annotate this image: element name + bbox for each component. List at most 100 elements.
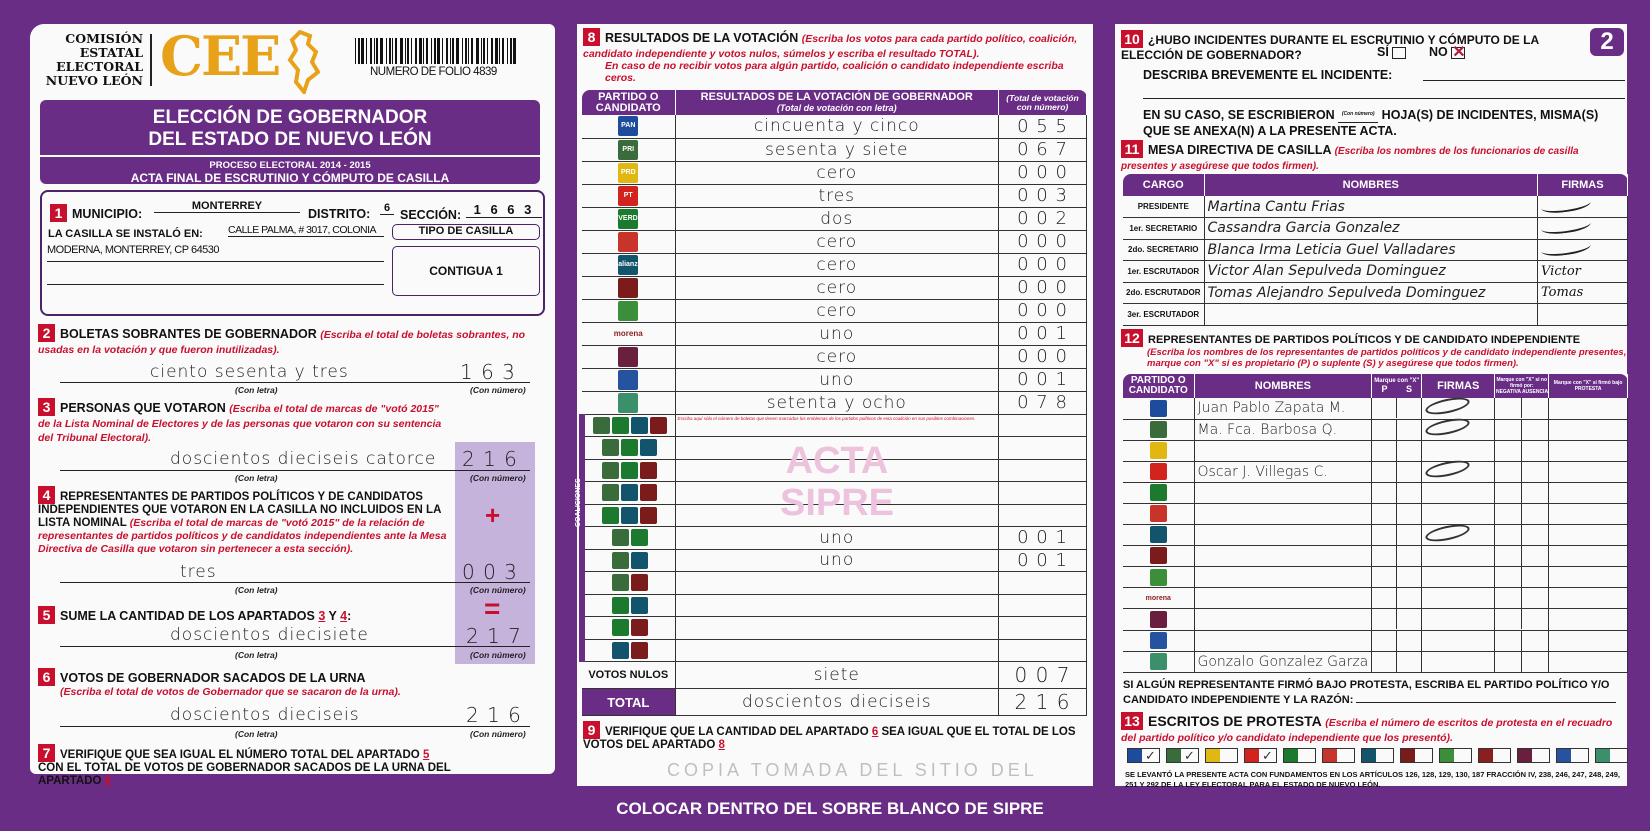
number-cell[interactable]: 0 0 1: [998, 526, 1087, 550]
no-firmo-cells[interactable]: [1494, 630, 1550, 652]
number-cell[interactable]: 0 0 1: [998, 549, 1087, 572]
protest-check-mark[interactable]: ✓: [1145, 748, 1156, 763]
number-cell[interactable]: [998, 594, 1087, 617]
p-s-cells[interactable]: [1371, 587, 1423, 610]
protest-count-field[interactable]: [1493, 749, 1510, 762]
letter-cell[interactable]: uno: [675, 549, 999, 572]
number-cell[interactable]: [998, 571, 1087, 595]
signature-cell[interactable]: [1421, 630, 1496, 652]
si-option[interactable]: SÍ: [1377, 45, 1407, 59]
protest-box[interactable]: [1556, 748, 1589, 763]
describe-line-2[interactable]: [1143, 98, 1625, 99]
signature-cell[interactable]: [1421, 566, 1496, 589]
representative-name[interactable]: Oscar J. Villegas C.: [1194, 461, 1373, 483]
p-s-cells[interactable]: [1371, 398, 1423, 420]
p-s-cells[interactable]: [1371, 545, 1423, 568]
number-cell[interactable]: [998, 436, 1087, 460]
protest-check-mark[interactable]: ✓: [1184, 748, 1195, 763]
letter-cell[interactable]: [675, 504, 999, 527]
representative-name[interactable]: [1194, 440, 1373, 462]
letter-cell[interactable]: sesenta y siete: [675, 138, 999, 162]
signature-cell[interactable]: [1537, 237, 1628, 261]
representative-name[interactable]: [1194, 524, 1373, 547]
number-cell[interactable]: 0 0 0: [998, 253, 1087, 277]
official-name[interactable]: Victor Alan Sepulveda Dominguez: [1204, 260, 1539, 283]
letter-cell[interactable]: [675, 639, 999, 662]
protest-count-field[interactable]: [1337, 749, 1354, 762]
number-cell[interactable]: [998, 639, 1087, 662]
no-firmo-cells[interactable]: [1494, 566, 1550, 589]
letter-cell[interactable]: cero: [675, 299, 999, 323]
protest-count-field[interactable]: [1454, 749, 1471, 762]
representative-name[interactable]: [1194, 566, 1373, 589]
p-s-cells[interactable]: [1371, 440, 1423, 462]
protest-box[interactable]: [1595, 748, 1628, 763]
representative-name[interactable]: Gonzalo Gonzalez Garza: [1194, 651, 1373, 673]
protest-box[interactable]: [1361, 748, 1394, 763]
protest-box[interactable]: [1478, 748, 1511, 763]
protesta-cell[interactable]: [1548, 503, 1628, 526]
protesta-cell[interactable]: [1548, 651, 1628, 673]
signature-cell[interactable]: [1421, 394, 1496, 420]
representative-name[interactable]: [1194, 545, 1373, 568]
p-s-cells[interactable]: [1371, 566, 1423, 589]
letter-cell[interactable]: uno: [675, 526, 999, 550]
letter-cell[interactable]: [675, 436, 999, 460]
protest-box[interactable]: ✓: [1127, 748, 1160, 763]
protest-reason-line[interactable]: [1356, 702, 1617, 703]
letter-cell[interactable]: cincuenta y cinco: [675, 115, 999, 139]
signature-cell[interactable]: [1421, 503, 1496, 526]
official-name[interactable]: Blanca Irma Leticia Guel Valladares: [1204, 239, 1539, 261]
official-name[interactable]: Cassandra Garcia Gonzalez: [1204, 217, 1539, 240]
total-number[interactable]: 2 1 6: [998, 688, 1087, 716]
protesta-cell[interactable]: [1548, 461, 1628, 483]
representative-name[interactable]: Juan Pablo Zapata M.: [1194, 398, 1373, 420]
letter-cell[interactable]: tres: [675, 184, 999, 208]
p-s-cells[interactable]: [1371, 461, 1423, 483]
protesta-cell[interactable]: [1548, 630, 1628, 652]
protest-count-field[interactable]: [1220, 749, 1237, 762]
no-firmo-cells[interactable]: [1494, 608, 1550, 631]
letter-cell[interactable]: [675, 481, 999, 505]
number-cell[interactable]: 0 0 0: [998, 345, 1087, 369]
number-cell[interactable]: 0 6 7: [998, 138, 1087, 162]
letter-cell[interactable]: cero: [675, 230, 999, 254]
signature-cell[interactable]: Tomas: [1537, 282, 1628, 304]
official-name[interactable]: Martina Cantu Frias: [1204, 196, 1539, 218]
number-cell[interactable]: 0 0 1: [998, 368, 1087, 392]
protesta-cell[interactable]: [1548, 587, 1628, 610]
protest-box[interactable]: [1439, 748, 1472, 763]
signature-cell[interactable]: [1421, 440, 1496, 462]
describe-line[interactable]: [1423, 80, 1625, 81]
incident-count-field[interactable]: (Con número): [1338, 106, 1379, 123]
signature-cell[interactable]: Victor: [1537, 260, 1628, 283]
signature-cell[interactable]: [1421, 415, 1496, 441]
no-firmo-cells[interactable]: [1494, 651, 1550, 673]
letter-cell[interactable]: uno: [675, 368, 999, 392]
protest-box[interactable]: [1400, 748, 1433, 763]
letter-cell[interactable]: cero: [675, 161, 999, 185]
no-firmo-cells[interactable]: [1494, 524, 1550, 547]
nulos-letter[interactable]: siete: [675, 661, 999, 689]
protesta-cell[interactable]: [1548, 608, 1628, 631]
protest-box[interactable]: [1322, 748, 1355, 763]
number-cell[interactable]: 0 0 0: [998, 230, 1087, 254]
letter-cell[interactable]: [675, 616, 999, 640]
letter-cell[interactable]: cero: [675, 345, 999, 369]
representative-name[interactable]: [1194, 587, 1373, 610]
protest-box[interactable]: ✓: [1166, 748, 1199, 763]
number-cell[interactable]: [998, 414, 1087, 437]
protest-count-field[interactable]: [1610, 749, 1627, 762]
p-s-cells[interactable]: [1371, 630, 1423, 652]
protest-count-field[interactable]: [1376, 749, 1393, 762]
letter-cell[interactable]: Escriba aquí sólo el número de boletas q…: [675, 414, 999, 437]
official-name[interactable]: [1204, 303, 1539, 326]
number-cell[interactable]: 0 5 5: [998, 115, 1087, 139]
signature-cell[interactable]: [1421, 587, 1496, 610]
si-checkbox[interactable]: [1392, 46, 1407, 59]
no-firmo-cells[interactable]: [1494, 398, 1550, 420]
number-cell[interactable]: [998, 504, 1087, 527]
protesta-cell[interactable]: [1548, 566, 1628, 589]
representative-name[interactable]: Ma. Fca. Barbosa Q.: [1194, 419, 1373, 441]
number-cell[interactable]: 0 0 0: [998, 276, 1087, 300]
